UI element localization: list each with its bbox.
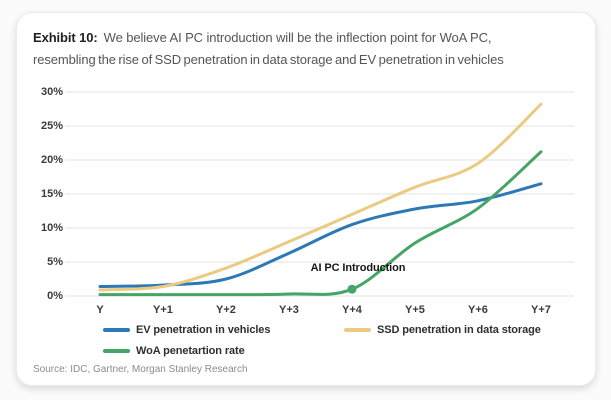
legend-label-ssd: SSD penetration in data storage <box>377 324 541 336</box>
x-axis-label: Y+2 <box>216 304 236 316</box>
chart-annotation: AI PC Introduction <box>310 262 406 274</box>
y-axis-label: 20% <box>40 154 63 166</box>
source-note: Source: IDC, Gartner, Morgan Stanley Res… <box>33 364 248 375</box>
exhibit-number: Exhibit 10: <box>33 30 98 45</box>
y-axis-label: 0% <box>47 290 63 302</box>
x-axis-label: Y+4 <box>342 304 362 316</box>
legend-swatch-ssd <box>344 328 371 332</box>
legend-item-ssd: SSD penetration in data storage <box>344 322 541 338</box>
x-axis-label: Y <box>96 304 104 316</box>
legend-item-ev: EV penetration in vehicles <box>103 322 270 338</box>
y-axis-label: 30% <box>40 86 63 98</box>
legend-label-ev: EV penetration in vehicles <box>136 324 271 336</box>
x-axis-label: Y+7 <box>531 304 551 316</box>
x-axis-label: Y+6 <box>468 304 488 316</box>
legend-swatch-ev <box>103 328 130 332</box>
exhibit-title-line1: Exhibit 10: We believe AI PC introduction… <box>33 30 492 45</box>
legend-swatch-woa <box>103 349 130 353</box>
y-axis-label: 25% <box>40 120 63 132</box>
x-axis-label: Y+1 <box>153 304 173 316</box>
legend-item-woa: WoA penetartion rate <box>103 343 245 359</box>
y-axis-label: 10% <box>40 222 63 234</box>
exhibit-title: Exhibit 10: We believe AI PC introduction… <box>33 27 565 71</box>
chart-plot <box>65 91 574 297</box>
x-axis-label: Y+3 <box>279 304 299 316</box>
y-axis-label: 5% <box>47 256 63 268</box>
exhibit-title-line2: resembling the rise of SSD penetration i… <box>33 52 504 67</box>
y-axis-label: 15% <box>40 188 63 200</box>
x-axis-label: Y+5 <box>405 304 425 316</box>
exhibit-card <box>16 12 596 386</box>
x-axis: Y Y+1 Y+2 Y+3 Y+4 Y+5 Y+6 Y+7 <box>0 304 611 320</box>
legend-label-woa: WoA penetartion rate <box>136 345 245 357</box>
